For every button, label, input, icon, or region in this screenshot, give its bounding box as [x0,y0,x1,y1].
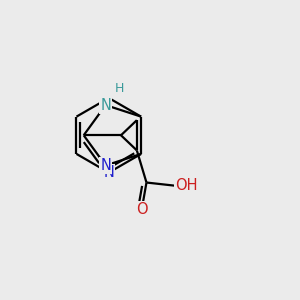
Text: OH: OH [175,178,197,193]
Text: N: N [103,165,114,180]
Text: N: N [100,158,111,173]
Text: O: O [136,202,148,217]
Text: N: N [100,98,111,112]
Text: H: H [114,82,124,95]
